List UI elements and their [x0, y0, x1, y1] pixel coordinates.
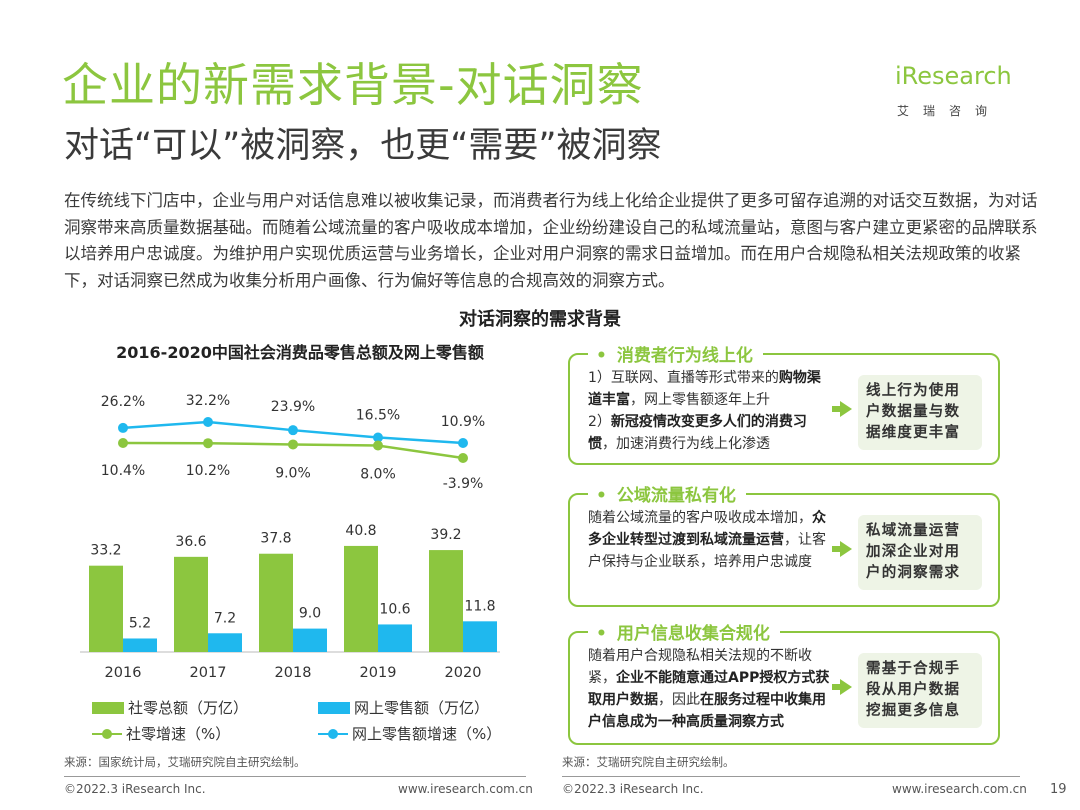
retail-growth-point	[373, 440, 383, 451]
x-tick-label: 2020	[445, 665, 482, 681]
chart-svg: 33.2 5.2 2016 36.6 7.2 2017 37.8 9.0 2018 40.8 10.…	[80, 393, 500, 681]
legend-label: 社零总额（万亿）	[128, 699, 249, 717]
card-body: 1）互联网、直播等形式带来的购物渠道丰富，网上零售额逐年上升 2）新冠疫情改变更多…	[588, 370, 821, 452]
bullet-icon: •	[596, 486, 607, 506]
footer-url-right: www.iresearch.com.cn	[892, 782, 1027, 796]
bar-retail-total	[259, 553, 293, 652]
arrow-right-icon	[832, 546, 841, 552]
bar-online-retail	[123, 638, 157, 652]
online-growth-point	[288, 425, 298, 436]
card-heading-text: 公域流量私有化	[616, 486, 736, 506]
legend-label: 网上零售额增速（%）	[352, 725, 502, 743]
retail-growth-label: 10.4%	[101, 463, 145, 479]
page-subtitle: 对话“可以”被洞察，也更“需要”被洞察	[64, 126, 662, 166]
legend-swatch-green-line	[92, 728, 122, 740]
bar-online-retail	[463, 621, 497, 652]
card-public-traffic: • 公域流量私有化 随着公域流量的客户吸收成本增加，众多企业转型过渡到私域流量运营…	[568, 481, 1000, 607]
legend-label: 社零增速（%）	[126, 725, 231, 743]
card-heading-text: 用户信息收集合规化	[616, 624, 770, 644]
arrow-head-icon	[840, 679, 852, 695]
card-conclusion: 私域流量运营加深企业对用户的洞察需求	[858, 515, 982, 590]
bar-label-retail-total: 36.6	[175, 534, 206, 550]
bar-label-online-retail: 9.0	[299, 606, 321, 622]
online-growth-point	[373, 432, 383, 443]
footer-divider-left	[64, 776, 526, 777]
footer-copyright-right: ©2022.3 iResearch Inc.	[562, 782, 704, 796]
page-number: 19	[1050, 782, 1067, 797]
x-tick-label: 2016	[105, 665, 142, 681]
online-growth-label: 16.5%	[356, 407, 400, 423]
bar-online-retail	[378, 624, 412, 652]
legend-item-online-retail: 网上零售额（万亿）	[318, 697, 489, 718]
online-growth-label: 23.9%	[271, 399, 315, 415]
arrow-right-icon	[832, 684, 841, 690]
card-heading-text: 消费者行为线上化	[616, 346, 753, 366]
bar-label-online-retail: 10.6	[379, 601, 410, 617]
bar-label-retail-total: 40.8	[345, 523, 376, 539]
bar-label-retail-total: 37.8	[260, 531, 291, 547]
retail-growth-point	[458, 453, 468, 463]
x-tick-label: 2018	[275, 665, 312, 681]
legend-label: 网上零售额（万亿）	[354, 699, 490, 717]
bullet-icon: •	[596, 624, 607, 644]
section-title: 对话洞察的需求背景	[459, 309, 621, 330]
arrow-head-icon	[840, 401, 852, 417]
bar-retail-total	[174, 556, 208, 652]
card-consumer-online: • 消费者行为线上化 1）互联网、直播等形式带来的购物渠道丰富，网上零售额逐年上升…	[568, 341, 1000, 465]
x-tick-label: 2019	[360, 665, 397, 681]
bar-label-retail-total: 39.2	[430, 527, 461, 543]
retail-growth-label: 8.0%	[360, 467, 396, 483]
bar-retail-total	[429, 550, 463, 652]
online-growth-point	[203, 417, 213, 427]
legend-swatch-green-bar	[92, 701, 124, 714]
footer-url-left: www.iresearch.com.cn	[398, 782, 533, 796]
card-conclusion: 线上行为使用户数据量与数据维度更丰富	[858, 375, 982, 450]
bar-label-online-retail: 11.8	[464, 598, 495, 614]
bullet-icon: •	[596, 346, 607, 366]
online-growth-point	[118, 422, 128, 433]
retail-growth-point	[118, 438, 128, 448]
online-growth-label: 32.2%	[186, 393, 230, 409]
bar-online-retail	[293, 628, 327, 652]
online-growth-point	[458, 438, 468, 448]
legend-item-retail-total: 社零总额（万亿）	[92, 697, 248, 718]
card-info-compliance: • 用户信息收集合规化 随着用户合规隐私相关法规的不断收紧，企业不能随意通过APP…	[568, 619, 1000, 745]
right-source: 来源：艾瑞研究院自主研究绘制。	[562, 755, 735, 769]
card-body: 随着用户合规隐私相关法规的不断收紧，企业不能随意通过APP授权方式获取用户数据，…	[588, 648, 830, 730]
card-conclusion: 需基于合规手段从用户数据挖掘更多信息	[858, 653, 982, 728]
logo-sub: 艾瑞咨询	[897, 104, 1002, 118]
arrow-head-icon	[840, 541, 852, 557]
page-title: 企业的新需求背景-对话洞察	[62, 58, 644, 112]
bar-label-retail-total: 33.2	[90, 543, 121, 559]
retail-growth-label: 10.2%	[186, 463, 230, 479]
card-body: 随着公域流量的客户吸收成本增加，众多企业转型过渡到私域流量运营，让客户保持与企业…	[588, 510, 826, 570]
card-heading: • 消费者行为线上化	[588, 341, 763, 366]
logo-name: iResearch	[895, 62, 1012, 90]
legend-item-online-growth: 网上零售额增速（%）	[318, 723, 501, 744]
bar-online-retail	[208, 633, 242, 652]
iresearch-logo: iResearch 艾瑞咨询	[895, 62, 1025, 122]
bar-retail-total	[344, 545, 378, 652]
chart-source: 来源：国家统计局，艾瑞研究院自主研究绘制。	[64, 755, 306, 769]
online-growth-label: 10.9%	[441, 414, 485, 430]
retail-growth-point	[288, 439, 298, 450]
card-heading: • 公域流量私有化	[588, 481, 746, 506]
retail-growth-label: 9.0%	[275, 465, 311, 481]
x-tick-label: 2017	[190, 665, 227, 681]
chart-title: 2016-2020中国社会消费品零售总额及网上零售额	[116, 343, 484, 362]
legend-swatch-blue-bar	[318, 701, 350, 714]
online-growth-label: 26.2%	[101, 394, 145, 410]
retail-growth-label: -3.9%	[443, 476, 484, 492]
legend-item-retail-growth: 社零增速（%）	[92, 723, 230, 744]
bar-label-online-retail: 7.2	[214, 610, 236, 626]
bar-label-online-retail: 5.2	[129, 615, 151, 631]
description-paragraph: 在传统线下门店中，企业与用户对话信息难以被收集记录，而消费者行为线上化给企业提供…	[64, 191, 1038, 290]
retail-growth-point	[203, 438, 213, 449]
legend-swatch-blue-line	[318, 728, 348, 740]
bar-retail-total	[89, 565, 123, 652]
footer-copyright-left: ©2022.3 iResearch Inc.	[64, 782, 206, 796]
footer-divider-right	[562, 776, 1020, 777]
card-heading: • 用户信息收集合规化	[588, 619, 780, 644]
arrow-right-icon	[832, 406, 841, 412]
